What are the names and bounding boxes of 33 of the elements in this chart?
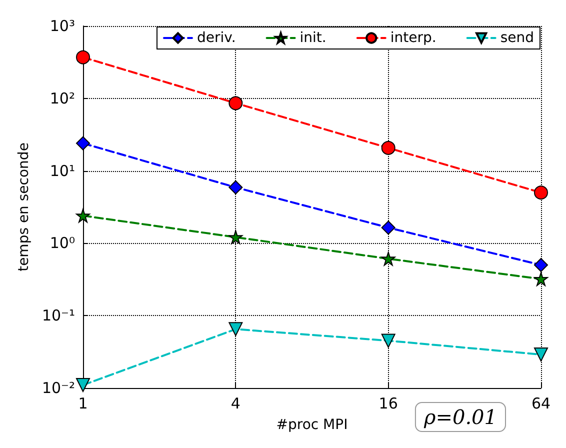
y-tick-label: 10¹	[50, 162, 75, 180]
x-axis-title: #proc MPI	[276, 417, 348, 433]
x-tick-label: 4	[230, 394, 240, 412]
x-tick-label: 16	[378, 394, 398, 412]
x-tick-label: 1	[78, 394, 88, 412]
point	[228, 96, 243, 110]
y-tick-label: 10⁻¹	[42, 306, 75, 325]
legend-label: deriv.	[196, 30, 236, 46]
point	[76, 136, 90, 150]
point	[381, 252, 396, 266]
point	[76, 378, 90, 392]
point	[76, 208, 90, 223]
point	[534, 272, 548, 286]
y-tick-label: 10²	[50, 89, 75, 108]
point	[381, 220, 396, 235]
y-tick-label: 10³	[50, 17, 75, 35]
point	[534, 258, 548, 272]
y-tick-label: 10⁰	[50, 234, 75, 252]
point	[228, 180, 243, 194]
point	[381, 334, 396, 348]
legend-label: send	[500, 30, 534, 46]
legend-label: init.	[300, 30, 326, 46]
x-tick-label: 64	[531, 394, 551, 412]
legend-label: interp.	[390, 30, 436, 46]
point	[228, 230, 243, 244]
point	[228, 322, 243, 336]
y-axis-title: temps en seconde	[16, 142, 32, 272]
point	[534, 348, 548, 362]
text: ρ=0.01	[422, 405, 497, 429]
point	[381, 140, 396, 155]
point	[534, 186, 548, 200]
point	[76, 50, 90, 64]
y-tick-label: 10⁻²	[42, 379, 75, 397]
